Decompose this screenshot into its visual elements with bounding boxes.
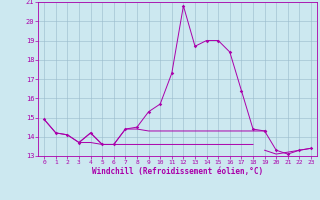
X-axis label: Windchill (Refroidissement éolien,°C): Windchill (Refroidissement éolien,°C) bbox=[92, 167, 263, 176]
